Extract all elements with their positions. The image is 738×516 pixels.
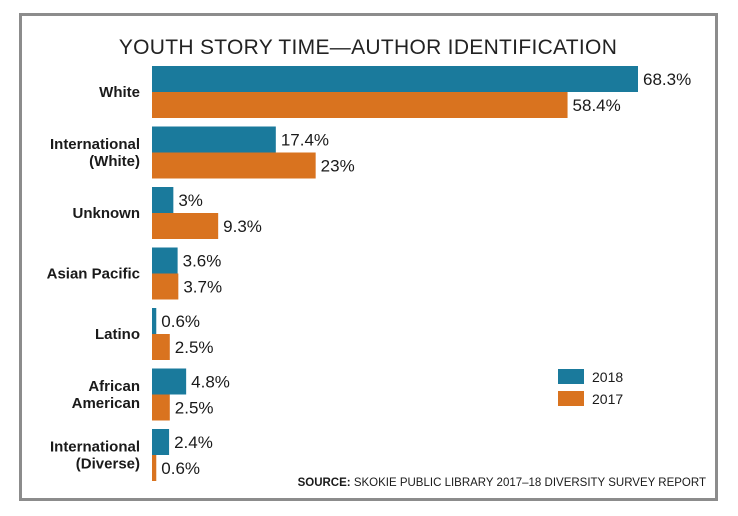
value-label-2018: 3%	[178, 191, 203, 210]
value-label-2017: 3.7%	[183, 278, 222, 297]
bar-2018	[152, 66, 638, 92]
value-label-2018: 17.4%	[281, 131, 329, 150]
category-label-line: Latino	[95, 326, 140, 343]
bar-2017	[152, 394, 170, 421]
value-label-2018: 68.3%	[643, 70, 691, 89]
bar-2017	[152, 334, 170, 360]
bar-2017	[152, 273, 179, 300]
legend-label-2018: 2018	[592, 369, 623, 385]
bar-2017	[152, 455, 157, 481]
bar-2017	[152, 92, 568, 118]
bar-2018	[152, 126, 276, 153]
category-label-line: American	[72, 395, 140, 412]
category-label-line: Unknown	[73, 205, 141, 222]
category-label: White	[99, 84, 140, 101]
source-note: SOURCE: SKOKIE PUBLIC LIBRARY 2017–18 DI…	[298, 477, 706, 489]
legend-swatch-2018	[558, 369, 584, 384]
value-label-2018: 3.6%	[183, 252, 222, 271]
category-label: Latino	[95, 326, 140, 343]
value-label-2017: 2.5%	[175, 338, 214, 357]
category-label-line: International	[50, 439, 140, 456]
category-label-line: (Diverse)	[76, 456, 140, 473]
bar-2018	[152, 308, 157, 334]
value-label-2017: 23%	[321, 157, 355, 176]
bar-2018	[152, 187, 174, 213]
bars	[152, 66, 638, 481]
value-label-2018: 2.4%	[174, 433, 213, 452]
category-label: Asian Pacific	[47, 266, 140, 283]
bar-2017	[152, 152, 316, 179]
chart-title: YOUTH STORY TIME—AUTHOR IDENTIFICATION	[119, 36, 617, 59]
category-label: Unknown	[73, 205, 141, 222]
category-label-line: African	[88, 378, 140, 395]
value-label-2018: 0.6%	[161, 312, 200, 331]
legend-label-2017: 2017	[592, 391, 623, 407]
bar-2017	[152, 213, 219, 239]
value-label-2017: 9.3%	[223, 217, 262, 236]
value-label-2018: 4.8%	[191, 373, 230, 392]
bar-2018	[152, 429, 170, 455]
value-labels: 68.3% 58.4% 17.4% 23% 3% 9.3%3.6% 3.7% 0.6% 2.5%…	[161, 70, 691, 478]
value-label-2017: 58.4%	[573, 96, 621, 115]
category-label: International (Diverse)	[50, 439, 140, 473]
category-label-line: Asian Pacific	[47, 266, 140, 283]
category-label-line: White	[99, 84, 140, 101]
category-label: African American	[72, 378, 140, 412]
category-label: International (White)	[50, 136, 140, 170]
chart-frame: YOUTH STORY TIME—AUTHOR IDENTIFICATION W…	[19, 13, 718, 501]
source-text: SKOKIE PUBLIC LIBRARY 2017–18 DIVERSITY …	[354, 477, 706, 489]
bar-2018	[152, 247, 178, 274]
source-label: SOURCE:	[298, 477, 351, 489]
category-label-line: International	[50, 136, 140, 153]
legend: 2018 2017	[558, 369, 623, 407]
bar-2018	[152, 368, 187, 395]
chart-canvas: YOUTH STORY TIME—AUTHOR IDENTIFICATION W…	[47, 36, 706, 489]
category-label-line: (White)	[89, 153, 140, 170]
value-label-2017: 2.5%	[175, 399, 214, 418]
value-label-2017: 0.6%	[161, 459, 200, 478]
legend-swatch-2017	[558, 391, 584, 406]
